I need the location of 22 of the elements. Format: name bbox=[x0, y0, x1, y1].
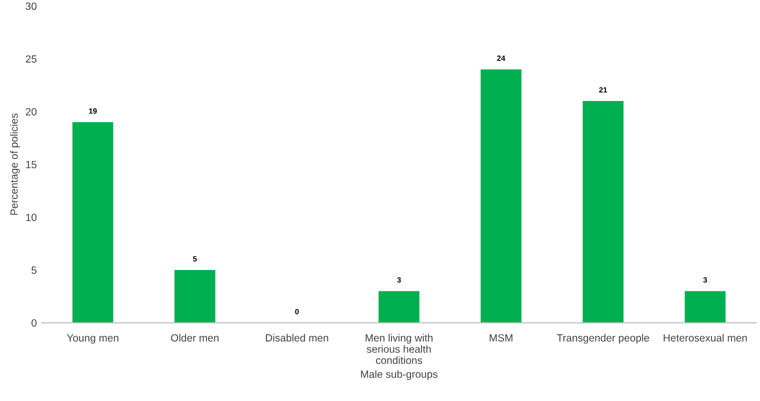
x-tick-label: Disabled men bbox=[266, 334, 328, 342]
x-tick-label: Transgender people bbox=[556, 334, 650, 344]
y-tick-label: 0 bbox=[32, 319, 37, 327]
bar bbox=[582, 101, 624, 323]
y-tick-label: 30 bbox=[26, 2, 37, 10]
bar bbox=[684, 291, 726, 323]
y-tick-label: 15 bbox=[26, 161, 37, 168]
bar bbox=[480, 69, 522, 323]
bar bbox=[174, 270, 216, 323]
y-tick-label: 10 bbox=[26, 214, 37, 222]
x-tick-label: Men living with serious health conditions bbox=[366, 334, 432, 364]
bar bbox=[378, 291, 420, 323]
x-tick-label: Heterosexual men bbox=[664, 334, 747, 342]
y-tick-label: 25 bbox=[26, 55, 37, 63]
y-tick-label: 5 bbox=[32, 266, 37, 274]
bar bbox=[72, 122, 114, 323]
x-axis-title: Male sub-groups bbox=[361, 370, 438, 380]
y-axis-title: Percentage of policies bbox=[10, 114, 20, 215]
y-tick-label: 20 bbox=[26, 108, 37, 116]
x-tick-label: MSM bbox=[490, 334, 512, 342]
x-tick-label: Older men bbox=[171, 334, 219, 342]
x-tick-label: Young men bbox=[66, 334, 118, 344]
